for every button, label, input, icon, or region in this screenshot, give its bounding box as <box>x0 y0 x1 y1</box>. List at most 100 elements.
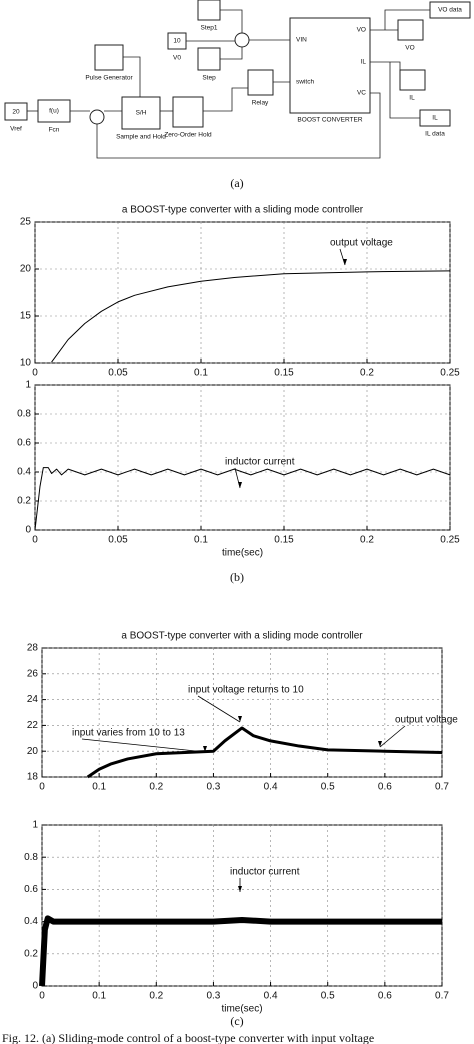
y-tick-label: 18 <box>27 772 39 783</box>
x-tick-label: 0.2 <box>360 535 374 546</box>
block <box>121 96 161 130</box>
sum <box>89 109 105 125</box>
scope <box>397 19 424 41</box>
port: VIN <box>296 37 307 44</box>
annotation: inductor current <box>230 867 300 878</box>
annotation-arrow <box>81 738 206 753</box>
port: VO <box>357 27 366 34</box>
wire <box>220 9 243 33</box>
y-tick-label: 0.4 <box>24 916 38 927</box>
arrow-head <box>238 886 242 892</box>
data-line <box>39 915 442 987</box>
block <box>289 17 371 114</box>
block-label: Pulse Generator <box>85 75 133 82</box>
y-tick-label: 15 <box>20 311 32 322</box>
y-tick-label: 0 <box>25 525 31 536</box>
x-tick-label: 0.7 <box>435 991 449 1002</box>
annotation: inductor current <box>225 457 295 468</box>
block <box>197 47 221 71</box>
panel-label: (b) <box>230 570 244 584</box>
x-tick-label: 0.3 <box>206 991 220 1002</box>
x-tick-label: 0.15 <box>274 535 294 546</box>
x-tick-label: 0 <box>39 991 45 1002</box>
block-text: IL <box>432 115 438 122</box>
x-tick-label: 0.2 <box>149 991 163 1002</box>
block-text: f(u) <box>49 108 59 115</box>
y-tick-label: 0 <box>32 981 38 992</box>
x-tick-label: 0.1 <box>92 782 106 793</box>
plot-area <box>41 824 443 987</box>
block-label: IL <box>409 95 415 102</box>
block <box>419 109 451 127</box>
arrow-head <box>378 741 382 747</box>
annotation-arrow <box>379 725 406 748</box>
block-label: Fcn <box>49 127 60 134</box>
plot-area <box>34 384 451 531</box>
block <box>429 1 471 19</box>
y-tick-label: 10 <box>20 358 32 369</box>
y-tick-label: 1 <box>25 380 31 391</box>
block-label: BOOST CONVERTER <box>297 117 362 124</box>
block-label: Step1 <box>201 25 218 32</box>
x-tick-label: 0 <box>32 368 38 379</box>
y-tick-label: 1 <box>32 820 38 831</box>
chart-title: a BOOST-type converter with a sliding mo… <box>121 631 363 642</box>
scope <box>399 69 426 91</box>
x-tick-label: 0.25 <box>440 368 460 379</box>
block-label: Vref <box>10 126 22 133</box>
x-tick-label: 0.05 <box>108 535 128 546</box>
x-tick-label: 0.3 <box>206 782 220 793</box>
data-line <box>51 270 451 363</box>
block-text: 10 <box>173 38 181 45</box>
y-tick-label: 0.6 <box>17 438 31 449</box>
port: VC <box>357 90 366 97</box>
block <box>37 99 71 123</box>
x-tick-label: 0.1 <box>194 368 208 379</box>
simulink-diagram: 20 Vref f(u) Fcn Pulse Generator S/H Sam… <box>4 0 471 159</box>
panel-label: (a) <box>230 176 243 190</box>
block-text: S/H <box>136 110 147 117</box>
x-tick-label: 0.4 <box>264 782 278 793</box>
y-tick-label: 0.4 <box>17 467 31 478</box>
x-axis-label: time(sec) <box>222 548 263 559</box>
y-tick-label: 0.8 <box>17 409 31 420</box>
block <box>197 0 221 21</box>
x-tick-label: 0.6 <box>378 782 392 793</box>
block <box>94 44 124 71</box>
block <box>167 32 187 50</box>
x-tick-label: 0 <box>39 782 45 793</box>
wire <box>384 9 430 30</box>
block-label: Step <box>202 75 216 82</box>
x-tick-label: 0.2 <box>149 782 163 793</box>
x-axis-label: time(sec) <box>221 1004 262 1015</box>
x-tick-label: 0.7 <box>435 782 449 793</box>
x-tick-label: 0.25 <box>440 535 460 546</box>
sum <box>234 32 250 48</box>
wire <box>220 47 243 60</box>
block-label: Relay <box>252 100 269 107</box>
annotation: input varies from 10 to 13 <box>72 728 185 739</box>
block-label: Zero-Order Hold <box>164 132 212 139</box>
y-tick-label: 25 <box>20 217 32 228</box>
y-tick-label: 26 <box>27 668 39 679</box>
x-tick-label: 0.2 <box>360 368 374 379</box>
wire <box>123 56 141 97</box>
block-label: Sample and Hold <box>116 134 166 141</box>
arrow-head <box>343 259 347 265</box>
x-tick-label: 0.5 <box>321 991 335 1002</box>
y-tick-label: 0.6 <box>24 884 38 895</box>
y-tick-label: 20 <box>20 264 32 275</box>
block-text: 20 <box>12 109 20 116</box>
wire <box>203 87 248 112</box>
arrow-head <box>238 716 242 722</box>
y-tick-label: 22 <box>27 720 39 731</box>
wire <box>370 61 401 80</box>
y-tick-label: 0.8 <box>24 852 38 863</box>
port: IL <box>361 59 367 66</box>
y-tick-label: 0.2 <box>24 948 38 959</box>
block-text: VO data <box>438 7 462 14</box>
x-tick-label: 0.5 <box>321 782 335 793</box>
panel-label: (c) <box>230 1014 243 1028</box>
x-tick-label: 0.6 <box>378 991 392 1002</box>
